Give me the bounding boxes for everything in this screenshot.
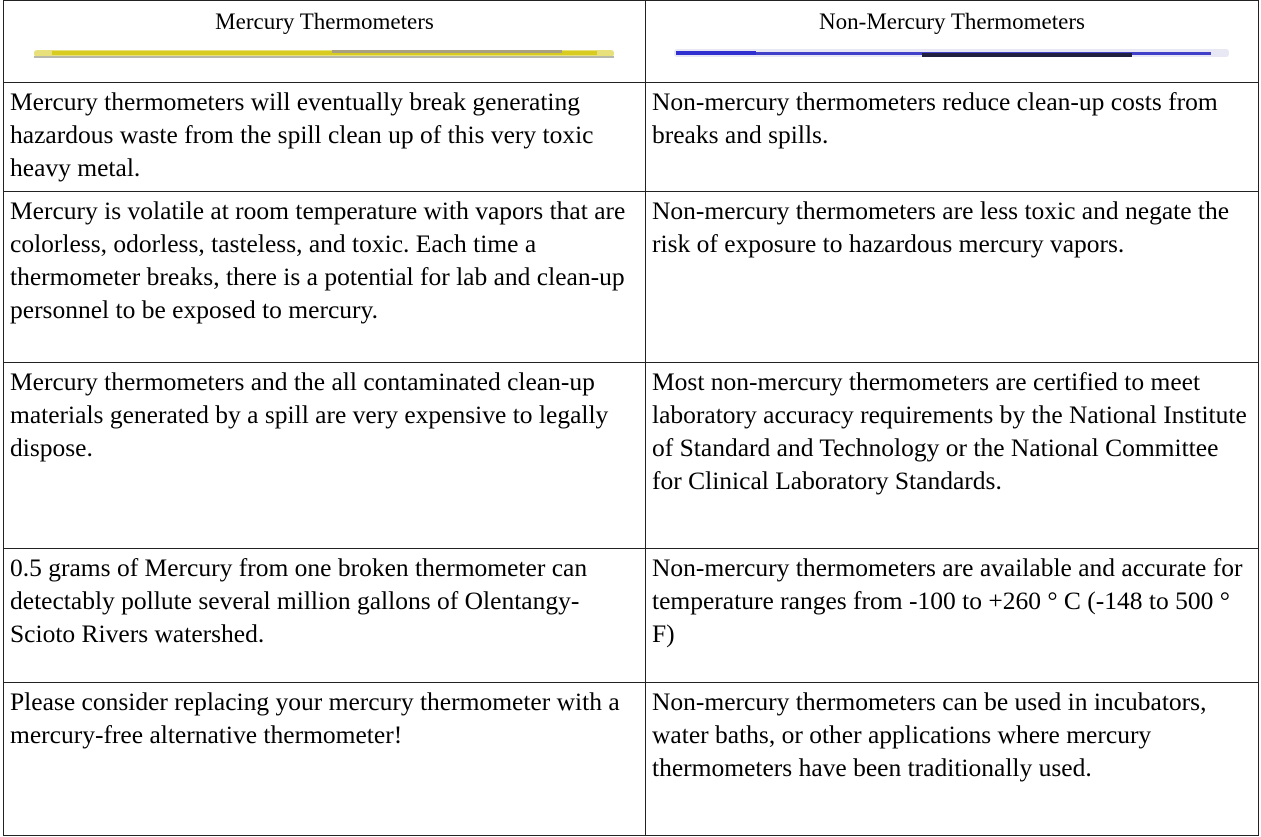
cell: Non-mercury thermometers reduce clean-up… — [646, 83, 1259, 192]
cell: Mercury thermometers and the all contami… — [4, 363, 646, 549]
cell: Mercury is volatile at room temperature … — [4, 192, 646, 363]
cell: Mercury thermometers will eventually bre… — [4, 83, 646, 192]
cell: Most non-mercury thermometers are certif… — [646, 363, 1259, 549]
header-text: Non-Mercury Thermometers — [819, 9, 1085, 34]
page: Mercury Thermometers Non-Mercury Thermom… — [0, 0, 1261, 837]
cell: Non-mercury thermometers are available a… — [646, 549, 1259, 683]
comparison-table: Mercury Thermometers Non-Mercury Thermom… — [3, 0, 1259, 836]
header-text: Mercury Thermometers — [215, 9, 434, 34]
mercury-thermometer-image — [32, 45, 617, 61]
cell: Please consider replacing your mercury t… — [4, 683, 646, 836]
cell: Non-mercury thermometers can be used in … — [646, 683, 1259, 836]
cell: 0.5 grams of Mercury from one broken the… — [4, 549, 646, 683]
header-cell: Mercury Thermometers — [4, 1, 646, 83]
header-cell: Non-Mercury Thermometers — [646, 1, 1259, 83]
non-mercury-thermometer-image — [672, 45, 1232, 61]
header-row: Mercury Thermometers Non-Mercury Thermom… — [4, 1, 1259, 83]
cell: Non-mercury thermometers are less toxic … — [646, 192, 1259, 363]
